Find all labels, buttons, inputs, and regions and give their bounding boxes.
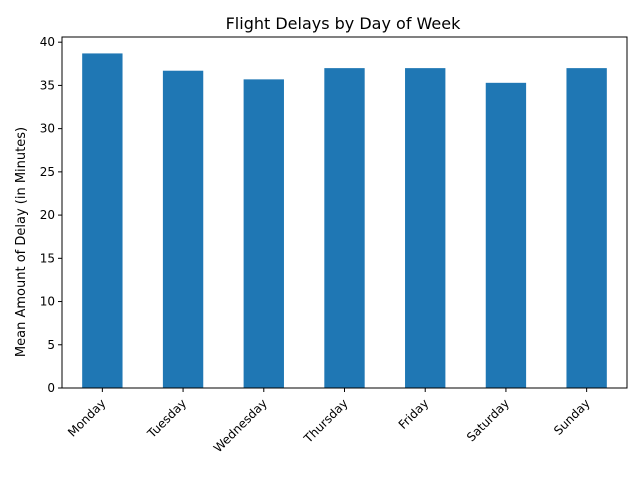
y-ticks-group: 0 5 10 15 20 25 30 35 40	[40, 35, 62, 395]
bar-wednesday	[243, 79, 284, 389]
bar-monday	[82, 53, 123, 388]
bar-thursday	[324, 68, 365, 388]
y-tick-label: 30	[40, 122, 55, 136]
y-tick-label: 25	[40, 165, 55, 179]
bar-sunday	[566, 68, 607, 388]
bars-group	[82, 53, 607, 389]
x-tick-label: Thursday	[301, 396, 351, 446]
y-tick-label: 35	[40, 78, 55, 92]
y-tick-label: 0	[47, 381, 55, 395]
x-tick-label: Friday	[396, 396, 432, 432]
x-tick-label: Tuesday	[144, 396, 189, 441]
bar-tuesday	[162, 70, 204, 389]
y-axis-label: Mean Amount of Delay (in Minutes)	[14, 127, 29, 357]
chart-title: Flight Delays by Day of Week	[226, 14, 462, 33]
x-tick-label: Sunday	[551, 396, 593, 438]
x-ticks-group: Monday Tuesday Wednesday Thursday Friday Satu…	[65, 388, 593, 455]
plot-area-frame	[61, 36, 628, 389]
x-tick-label: Wednesday	[211, 396, 270, 455]
y-tick-label: 10	[40, 295, 55, 309]
y-tick-label: 20	[40, 208, 55, 222]
bar-friday	[405, 68, 446, 388]
bar-saturday	[485, 82, 527, 389]
x-tick-label: Saturday	[464, 396, 512, 444]
y-tick-label: 5	[47, 338, 55, 352]
y-tick-label: 40	[40, 35, 55, 49]
y-tick-label: 15	[40, 251, 55, 265]
x-tick-label: Monday	[65, 396, 108, 439]
